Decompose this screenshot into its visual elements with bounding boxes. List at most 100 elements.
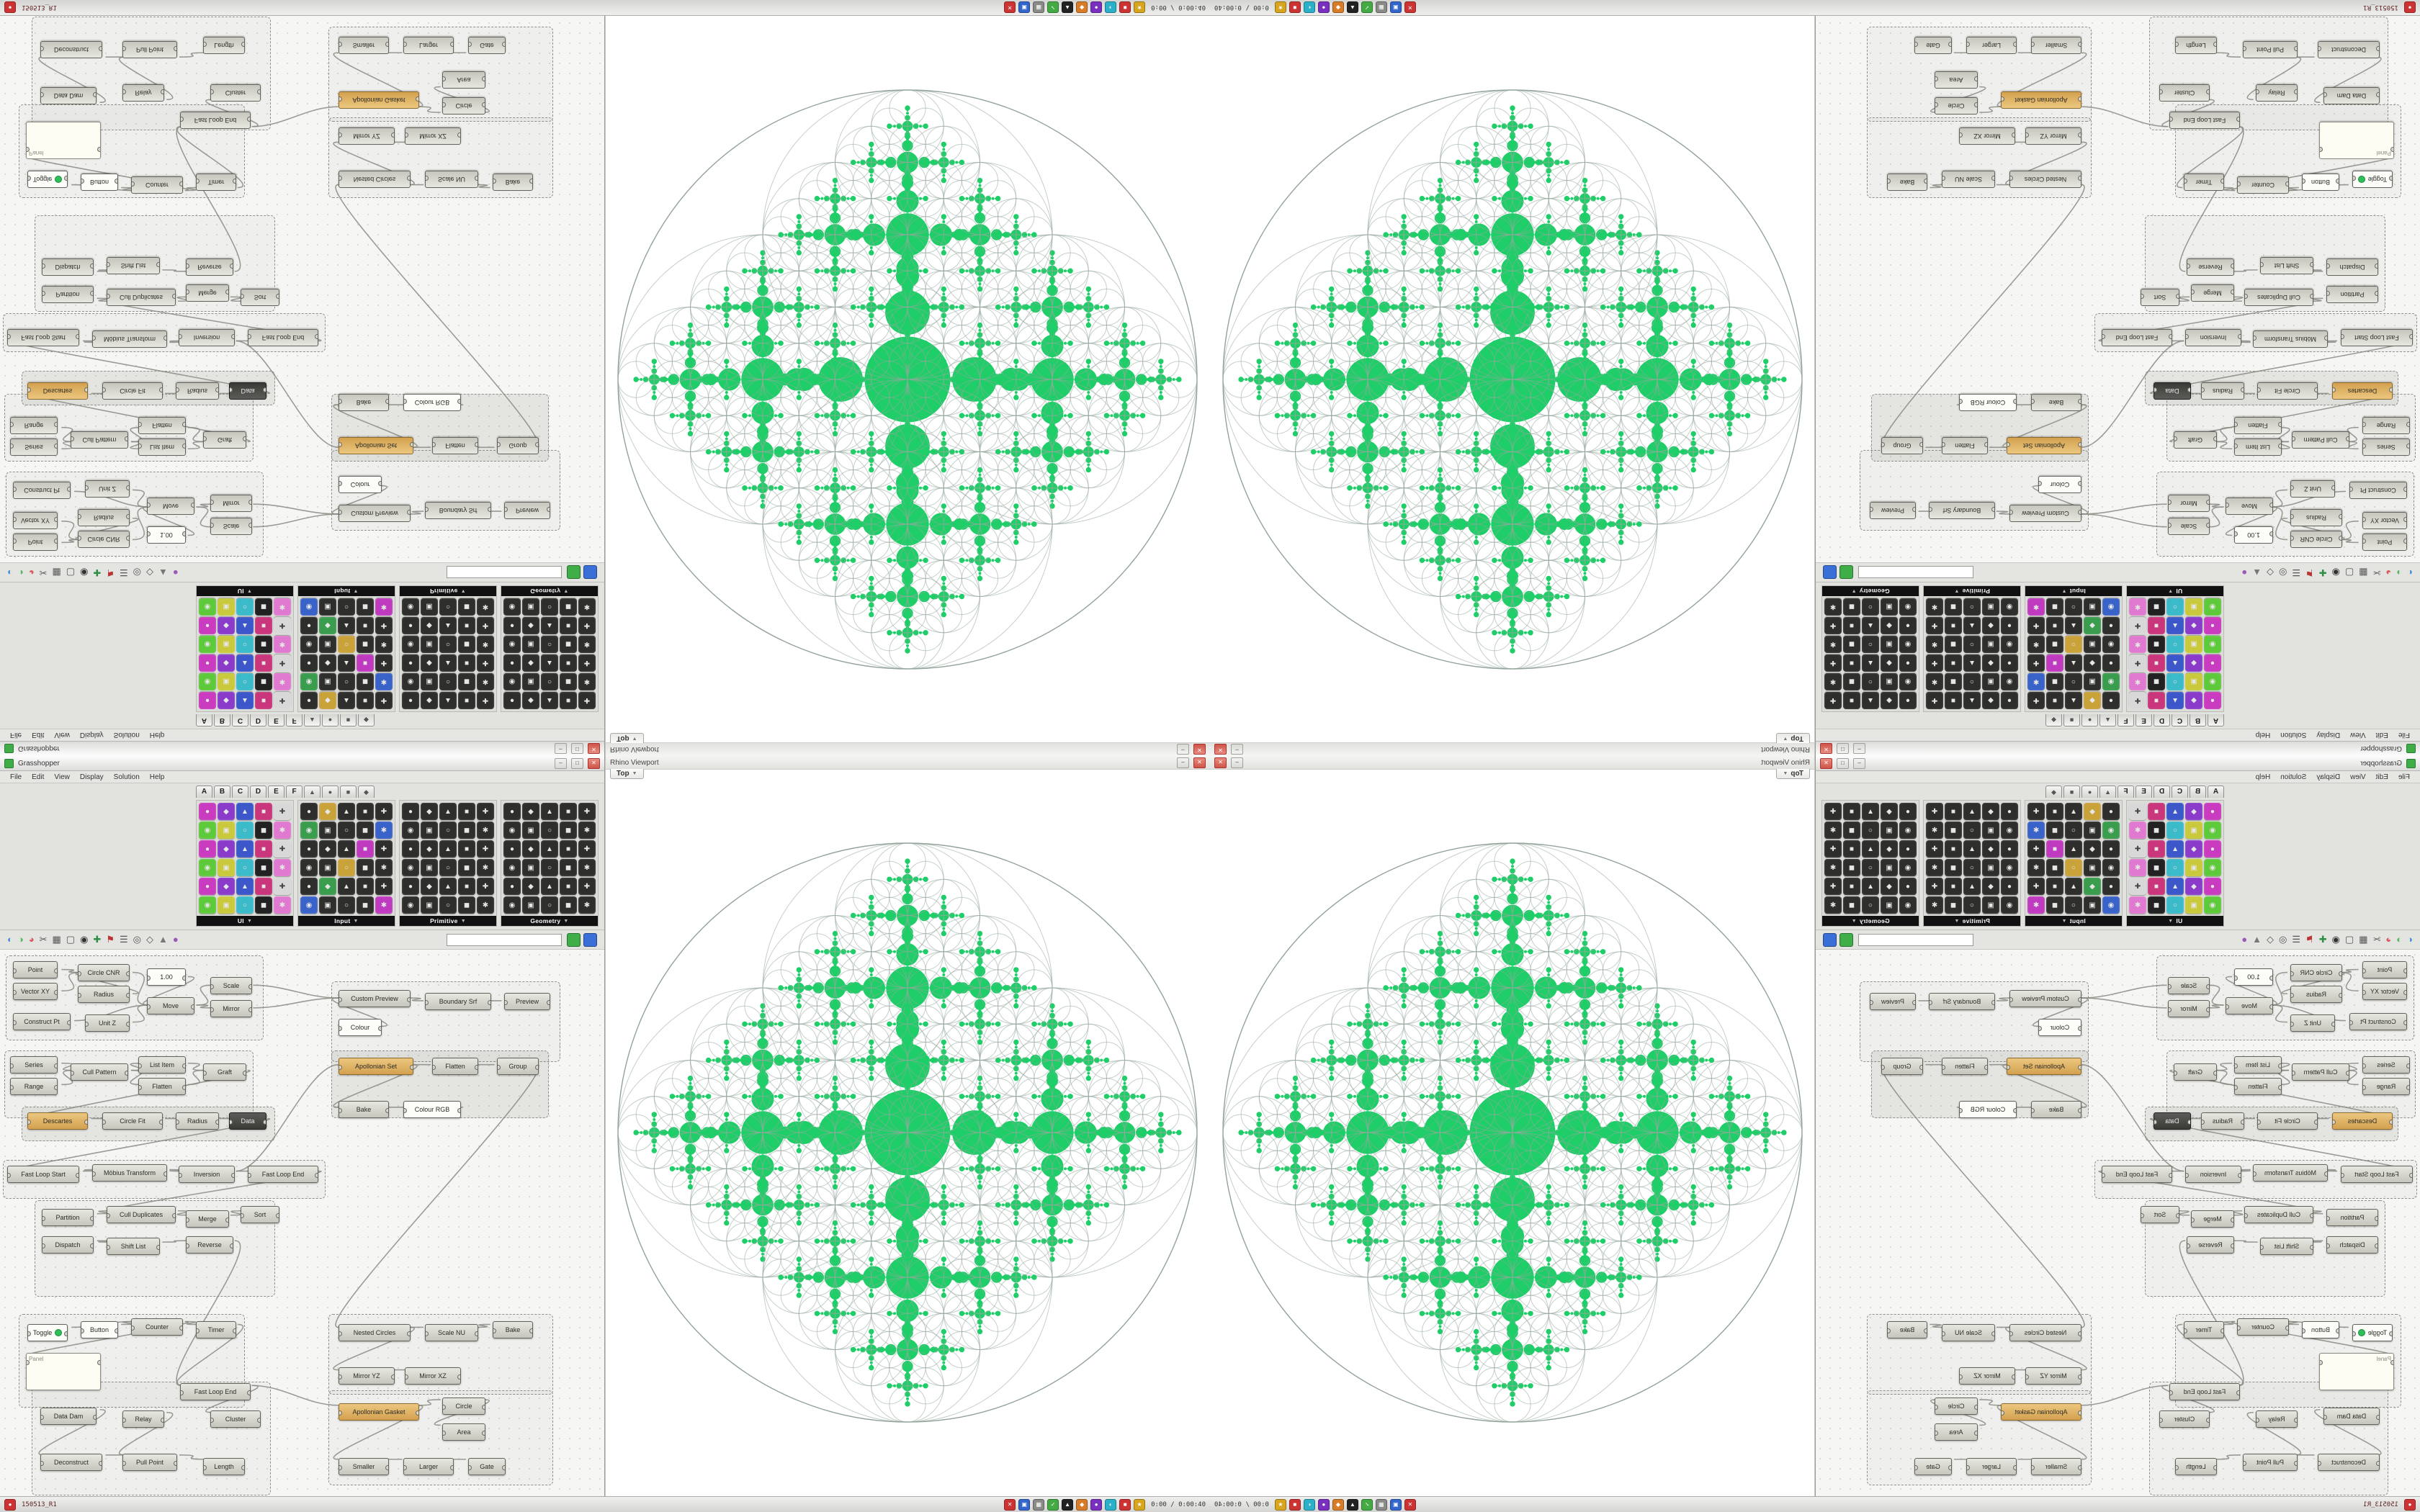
palette-tab-a[interactable]: A — [196, 714, 212, 726]
gh-node[interactable]: Colour — [339, 1019, 382, 1036]
palette-icon[interactable]: ◉ — [300, 636, 318, 653]
gh-node[interactable]: Reverse — [186, 1236, 233, 1254]
palette-icon[interactable]: ● — [402, 654, 419, 672]
viewport-close-button[interactable]: ✕ — [1214, 744, 1227, 755]
half-icon[interactable]: ◐ — [1105, 1498, 1117, 1511]
palette-icon[interactable]: ● — [503, 617, 521, 634]
palette-icon[interactable]: ◉ — [199, 896, 216, 914]
palette-icon[interactable]: ■ — [458, 840, 475, 858]
palette-tab-icon[interactable]: ▲ — [304, 714, 321, 726]
palette-icon[interactable]: ▲ — [338, 692, 355, 709]
palette-icon[interactable]: ◼ — [560, 598, 577, 616]
palette-icon[interactable]: ▣ — [522, 673, 539, 690]
palette-icon[interactable]: ◉ — [199, 673, 216, 690]
palette-tab-d[interactable]: D — [250, 786, 266, 798]
palette-icon[interactable]: ◆ — [1881, 654, 1898, 672]
palette-icon[interactable]: ○ — [338, 636, 355, 653]
palette-icon[interactable]: ✱ — [375, 598, 393, 616]
palette-tab-icon[interactable]: ■ — [340, 786, 357, 798]
palette-icon[interactable]: ■ — [255, 654, 272, 672]
gh-node[interactable]: Möbius Transform — [92, 1164, 167, 1182]
preview-blue-button[interactable] — [1823, 565, 1837, 580]
play-icon[interactable]: ▲ — [1062, 1, 1074, 14]
grid-icon[interactable]: ▦ — [52, 567, 61, 578]
palette-icon[interactable]: ◉ — [402, 636, 419, 653]
palette-icon[interactable]: ○ — [1963, 598, 1981, 616]
palette-icon[interactable]: ● — [300, 840, 318, 858]
palette-icon[interactable]: ◆ — [2084, 692, 2101, 709]
gh-node[interactable]: Descartes — [27, 1112, 88, 1130]
palette-icon[interactable]: ◉ — [402, 673, 419, 690]
palette-icon[interactable]: ◆ — [522, 840, 539, 858]
gh-node[interactable]: Data — [229, 382, 266, 400]
palette-icon[interactable]: ◼ — [2148, 598, 2165, 616]
gh-node[interactable]: Fast Loop End — [248, 1166, 318, 1183]
palette-group-label[interactable]: Primitive ▼ — [1924, 586, 2020, 596]
palette-icon[interactable]: ◉ — [300, 673, 318, 690]
palette-tab-icon[interactable]: ◆ — [2045, 714, 2062, 726]
gh-node[interactable]: Shift List — [2260, 257, 2313, 274]
palette-icon[interactable]: ◉ — [402, 822, 419, 839]
tri-icon[interactable]: ▲ — [158, 934, 168, 945]
palette-icon[interactable]: ○ — [439, 598, 457, 616]
palette-icon[interactable]: ▣ — [1982, 673, 1999, 690]
scissors-icon[interactable]: ✂ — [39, 934, 48, 945]
close-button[interactable]: ✕ — [588, 743, 600, 755]
menu-item-display[interactable]: Display — [79, 731, 104, 739]
gh-node[interactable]: 1.00 — [147, 968, 186, 986]
half-icon[interactable]: ◐ — [1105, 1, 1117, 14]
gh-node[interactable]: Unit Z — [85, 1014, 130, 1032]
palette-icon[interactable]: ◆ — [522, 692, 539, 709]
frame-icon[interactable]: ▢ — [66, 567, 76, 578]
palette-icon[interactable]: ✱ — [477, 673, 494, 690]
palette-icon[interactable]: ● — [2001, 692, 2018, 709]
minimize-button[interactable]: – — [1853, 743, 1865, 755]
palette-icon[interactable]: ● — [2001, 617, 2018, 634]
gh-node[interactable]: Panel — [26, 122, 101, 159]
palette-icon[interactable]: ✚ — [477, 617, 494, 634]
palette-tab-b[interactable]: B — [214, 714, 230, 726]
palette-icon[interactable]: ◉ — [402, 859, 419, 876]
gh-node[interactable]: Cull Pattern — [71, 1063, 128, 1081]
gh-node[interactable]: Radius — [78, 509, 130, 526]
palette-icon[interactable]: ◆ — [319, 803, 336, 820]
gh-node[interactable]: Panel — [2319, 122, 2394, 159]
palette-icon[interactable]: ✱ — [375, 822, 393, 839]
gh-node[interactable]: Sort — [2141, 289, 2179, 306]
palette-tab-icon[interactable]: ◆ — [358, 786, 375, 798]
gh-node[interactable]: Fast Loop End — [248, 329, 318, 346]
sphere-green-icon[interactable]: ◑ — [17, 567, 24, 578]
palette-icon[interactable]: ● — [199, 803, 216, 820]
gh-node[interactable]: Fast Loop End — [2102, 329, 2172, 346]
palette-icon[interactable]: ▣ — [1982, 636, 1999, 653]
palette-icon[interactable]: ◼ — [2148, 636, 2165, 653]
palette-icon[interactable]: ■ — [1843, 654, 1860, 672]
menu-item-help[interactable]: Help — [149, 731, 165, 739]
gh-node[interactable]: Point — [13, 534, 58, 551]
palette-icon[interactable]: ◼ — [560, 636, 577, 653]
palette-tab-f[interactable]: F — [286, 786, 302, 798]
gh-node[interactable]: Move — [147, 997, 194, 1014]
palette-icon[interactable]: ▲ — [1862, 654, 1879, 672]
gh-node[interactable]: Group — [1881, 437, 1923, 454]
palette-icon[interactable]: ✚ — [1824, 617, 1842, 634]
gh-node[interactable]: Inversion — [179, 329, 235, 346]
canvas-search-input[interactable] — [1858, 566, 1973, 579]
gh-node[interactable]: Circle Fit — [102, 382, 163, 400]
recorder-icon[interactable]: ● — [4, 1498, 16, 1511]
palette-icon[interactable]: ◼ — [357, 598, 374, 616]
palette-icon[interactable]: ◉ — [2001, 598, 2018, 616]
gh-node[interactable]: Partition — [42, 286, 94, 303]
palette-icon[interactable]: ◆ — [319, 654, 336, 672]
gh-node[interactable]: Series — [10, 438, 58, 456]
palette-icon[interactable]: ▲ — [2166, 692, 2184, 709]
palette-icon[interactable]: ● — [402, 617, 419, 634]
gh-node[interactable]: Button — [81, 174, 118, 191]
palette-icon[interactable]: ○ — [338, 859, 355, 876]
palette-icon[interactable]: ◼ — [2046, 636, 2063, 653]
palette-icon[interactable]: ◆ — [218, 617, 235, 634]
gh-node[interactable]: Data — [2154, 382, 2191, 400]
palette-icon[interactable]: ◉ — [199, 598, 216, 616]
gh-node[interactable]: Scale — [210, 977, 252, 994]
gh-node[interactable]: Deconstruct — [2318, 41, 2380, 58]
